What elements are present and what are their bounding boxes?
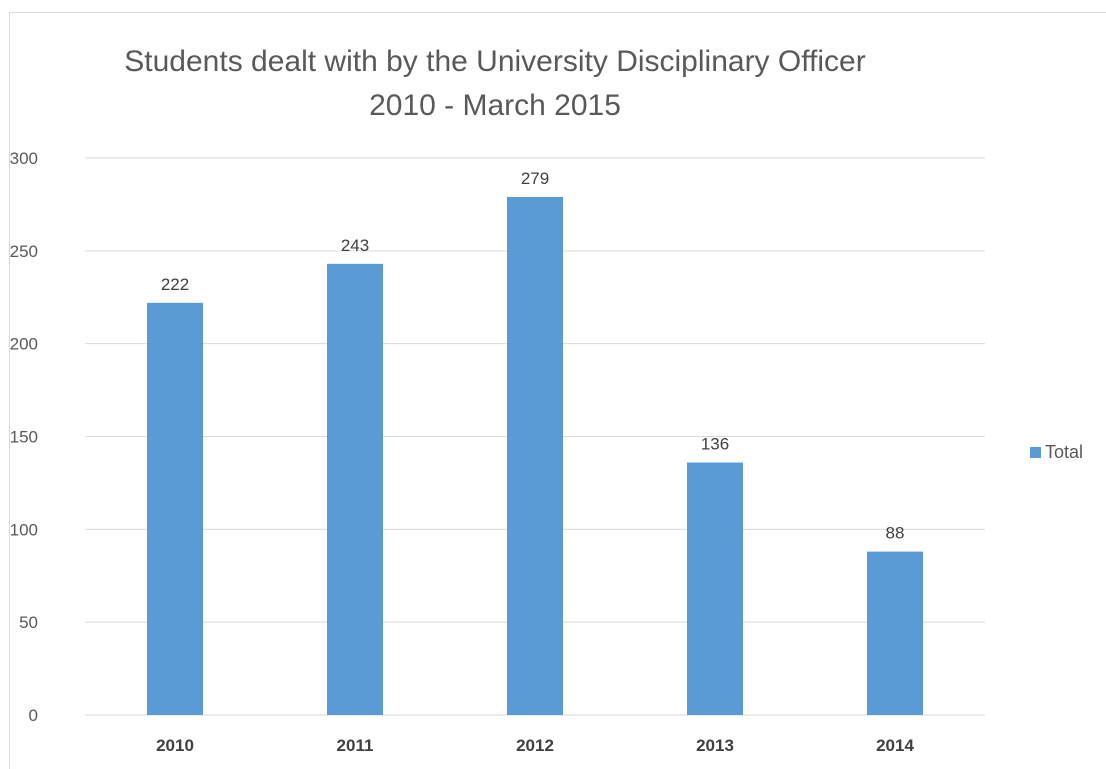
data-label-2013: 136 <box>701 434 729 453</box>
y-tick-label-200: 200 <box>10 335 38 354</box>
y-tick-label-0: 0 <box>29 706 38 725</box>
data-label-2012: 279 <box>521 169 549 188</box>
bar-2010 <box>147 302 203 715</box>
x-tick-label-2014: 2014 <box>876 736 914 755</box>
data-label-2010: 222 <box>161 275 189 294</box>
data-label-2011: 243 <box>341 236 369 255</box>
chart-title: Students dealt with by the University Di… <box>50 40 940 128</box>
data-label-2014: 88 <box>886 524 905 543</box>
x-tick-label-2013: 2013 <box>696 736 734 755</box>
x-tick-label-2012: 2012 <box>516 736 554 755</box>
y-tick-label-50: 50 <box>19 613 38 632</box>
x-tick-label-2011: 2011 <box>337 736 374 755</box>
legend-swatch-total <box>1030 447 1041 458</box>
bar-2013 <box>687 462 743 715</box>
y-tick-label-250: 250 <box>10 242 38 261</box>
legend: Total <box>1030 442 1083 463</box>
bar-2011 <box>327 263 383 715</box>
y-tick-label-100: 100 <box>10 520 38 539</box>
y-tick-label-150: 150 <box>10 428 38 447</box>
chart-title-line-2: 2010 - March 2015 <box>369 89 621 122</box>
chart-title-line-1: Students dealt with by the University Di… <box>124 45 866 78</box>
legend-label-total: Total <box>1045 442 1084 462</box>
bar-2014 <box>867 551 923 715</box>
bar-2012 <box>507 196 563 716</box>
y-tick-label-300: 300 <box>10 149 38 168</box>
x-tick-label-2010: 2010 <box>156 736 194 755</box>
